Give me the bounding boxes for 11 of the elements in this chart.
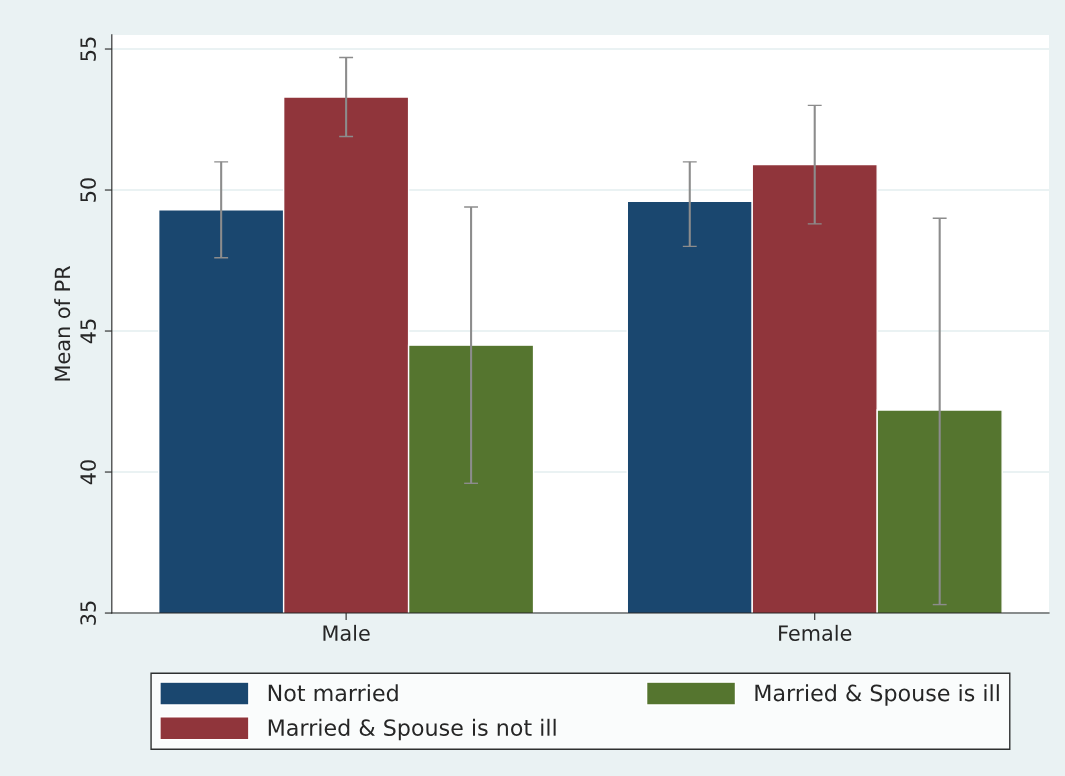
x-tick-label: Female — [779, 624, 852, 641]
y-tick-label: 55 — [80, 37, 96, 61]
y-tick-label: 35 — [80, 601, 96, 625]
legend-label: Married & Spouse is not ill — [268, 718, 556, 741]
y-tick-label: 50 — [80, 178, 96, 202]
legend-label: Not married — [268, 684, 398, 702]
y-tick-label: 40 — [80, 460, 96, 485]
x-tick-label: Male — [323, 624, 370, 641]
y-axis-title: Mean of PR — [54, 266, 71, 381]
legend-label: Married & Spouse is ill — [755, 684, 999, 706]
y-tick-label: 45 — [80, 319, 96, 344]
